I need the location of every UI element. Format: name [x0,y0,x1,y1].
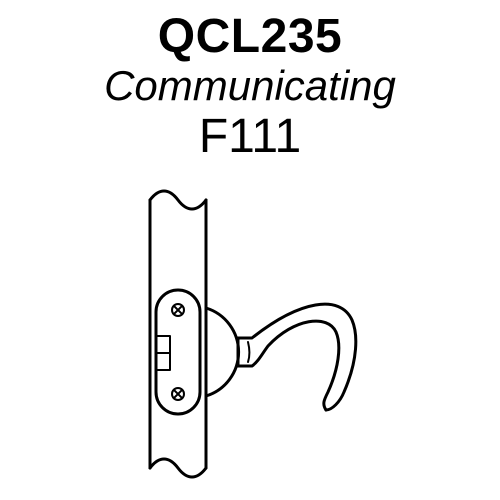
lever-outline-bottom [238,321,339,410]
door-break-bottom [150,459,206,477]
faceplate-screw-bottom [172,388,184,400]
lever-stem-detail [248,342,250,362]
lever-rose [206,308,239,396]
faceplate-screw-top [172,304,184,316]
figure: QCL235 Communicating F111 [0,0,500,500]
door-break-top [150,191,206,209]
lock-diagram [0,0,500,500]
